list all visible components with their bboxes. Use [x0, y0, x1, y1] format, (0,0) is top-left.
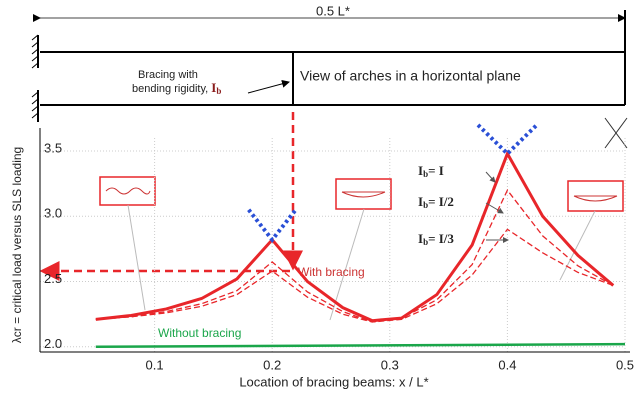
- x-axis-label: Location of bracing beams: x / L*: [239, 374, 428, 389]
- y-tick-label: 3.0: [44, 206, 62, 221]
- legend-label: Ib= I/3: [418, 231, 454, 247]
- legend-label: I: [418, 194, 423, 209]
- series-line: [247, 208, 298, 244]
- legend-pointer: [485, 202, 504, 214]
- y-tick-label: 2.5: [44, 271, 62, 286]
- legend-label: = I: [428, 163, 444, 178]
- annotation: With bracing: [298, 265, 365, 279]
- legend-label: b: [423, 169, 428, 179]
- bracing-text: Bracing with: [138, 69, 198, 81]
- series-line: [95, 150, 615, 323]
- x-tick-label: 0.4: [498, 357, 516, 372]
- x-tick-label: 0.5: [616, 357, 634, 372]
- legend-label: I: [418, 231, 423, 246]
- series-line: [95, 228, 614, 323]
- legend-label: I: [418, 163, 423, 178]
- mode-shapes: [99, 176, 624, 321]
- plan-view: [31, 10, 628, 281]
- dimension-label: 0.5 L*: [316, 3, 350, 18]
- x-tick-label: 0.1: [146, 357, 164, 372]
- legend-label: = I/3: [428, 231, 454, 246]
- bracing-text: bending rigidity, Ib: [132, 80, 221, 96]
- x-tick-label: 0.3: [381, 357, 399, 372]
- series-line: [95, 342, 626, 349]
- legend-label: Ib= I: [418, 163, 444, 179]
- plan-title: View of arches in a horizontal plane: [300, 68, 521, 84]
- series-line: [476, 123, 539, 157]
- legend-label: Ib= I/2: [418, 194, 454, 210]
- legend-label: = I/2: [428, 194, 454, 209]
- x-tick-label: 0.2: [263, 357, 281, 372]
- legend-label: b: [423, 237, 428, 247]
- annotation: Without bracing: [158, 326, 241, 340]
- y-tick-label: 3.5: [44, 140, 62, 155]
- legend-pointer: [485, 171, 496, 183]
- y-tick-label: 2.0: [44, 336, 62, 351]
- y-axis-label: λcr = critical load versus SLS loading: [10, 147, 24, 343]
- series-line: [95, 188, 614, 323]
- legend-label: b: [423, 200, 428, 210]
